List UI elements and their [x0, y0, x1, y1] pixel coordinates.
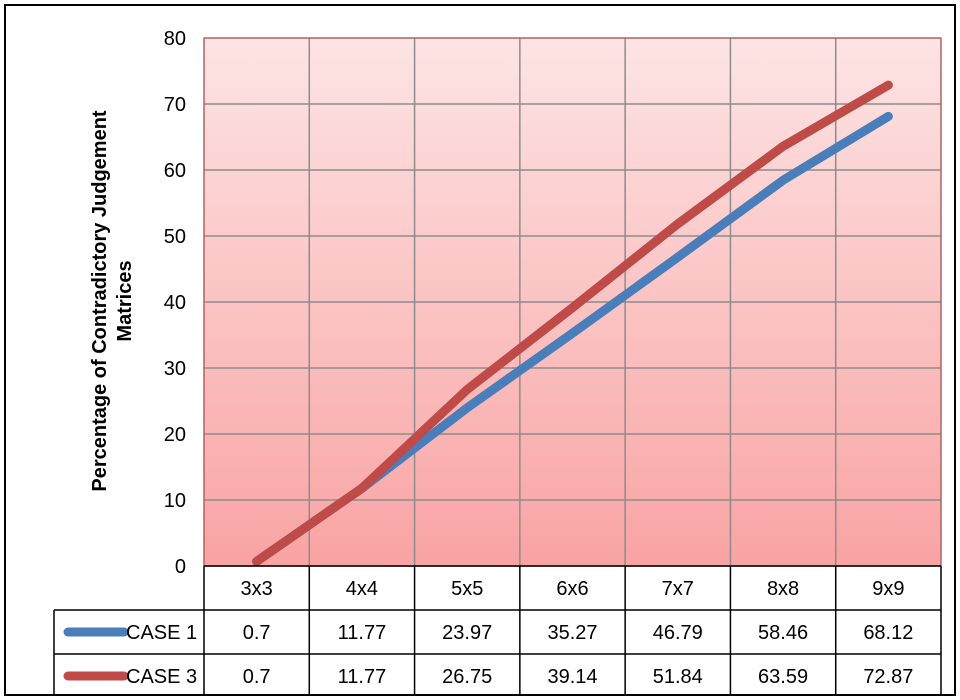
data-point — [782, 179, 784, 181]
data-label: 63.59 — [758, 666, 808, 688]
data-label: 39.14 — [547, 666, 597, 688]
data-label: 35.27 — [547, 622, 597, 644]
y-tick-label: 80 — [164, 28, 186, 50]
data-point — [466, 407, 468, 409]
data-label: 0.7 — [243, 622, 271, 644]
data-point — [361, 487, 363, 489]
legend-label-2: CASE 3 — [126, 666, 197, 688]
y-axis-label-line2: Matrices — [114, 260, 136, 341]
data-point — [572, 332, 573, 334]
data-label: 68.12 — [863, 622, 913, 644]
line-chart: 0 10 20 30 40 50 60 70 80 3x3 4x4 5x5 6x6 7x7 8x8 9x9 C… — [53, 28, 942, 694]
data-point — [782, 145, 784, 147]
x-tick-label: 9x9 — [872, 578, 904, 600]
y-tick-label: 70 — [164, 94, 186, 116]
data-label: 26.75 — [442, 666, 492, 688]
y-tick-label: 20 — [164, 424, 186, 446]
data-label: 23.97 — [442, 622, 492, 644]
y-tick-label: 40 — [164, 292, 186, 314]
data-point — [887, 115, 889, 117]
x-tick-label: 3x3 — [241, 578, 273, 600]
data-label: 11.77 — [338, 622, 387, 644]
data-point — [256, 560, 258, 562]
data-point — [677, 223, 679, 225]
y-tick-label: 60 — [164, 160, 186, 182]
data-point — [466, 388, 468, 390]
data-label: 58.46 — [758, 622, 808, 644]
data-label: 11.77 — [338, 666, 387, 688]
x-tick-label: 7x7 — [662, 578, 694, 600]
data-point — [677, 256, 679, 258]
chart-frame: 0 10 20 30 40 50 60 70 80 3x3 4x4 5x5 6x6 7x7 8x8 9x9 C… — [4, 4, 956, 696]
x-tick-label: 5x5 — [451, 578, 483, 600]
y-tick-label: 50 — [164, 226, 186, 248]
x-tick-label: 8x8 — [767, 578, 799, 600]
y-tick-label: 0 — [175, 556, 186, 578]
data-label: 72.87 — [863, 666, 913, 688]
y-tick-label: 10 — [164, 490, 186, 512]
data-label: 51.84 — [653, 666, 703, 688]
y-tick-label: 30 — [164, 358, 186, 380]
x-tick-label: 4x4 — [346, 578, 378, 600]
x-tick-label: 6x6 — [556, 578, 588, 600]
y-axis-label-line1: Percentage of Contradictory Judgement — [89, 110, 111, 492]
data-label: 46.79 — [653, 622, 703, 644]
data-point — [572, 307, 573, 309]
legend-label-1: CASE 1 — [126, 622, 197, 644]
data-point — [887, 84, 889, 86]
data-label: 0.7 — [243, 666, 271, 688]
